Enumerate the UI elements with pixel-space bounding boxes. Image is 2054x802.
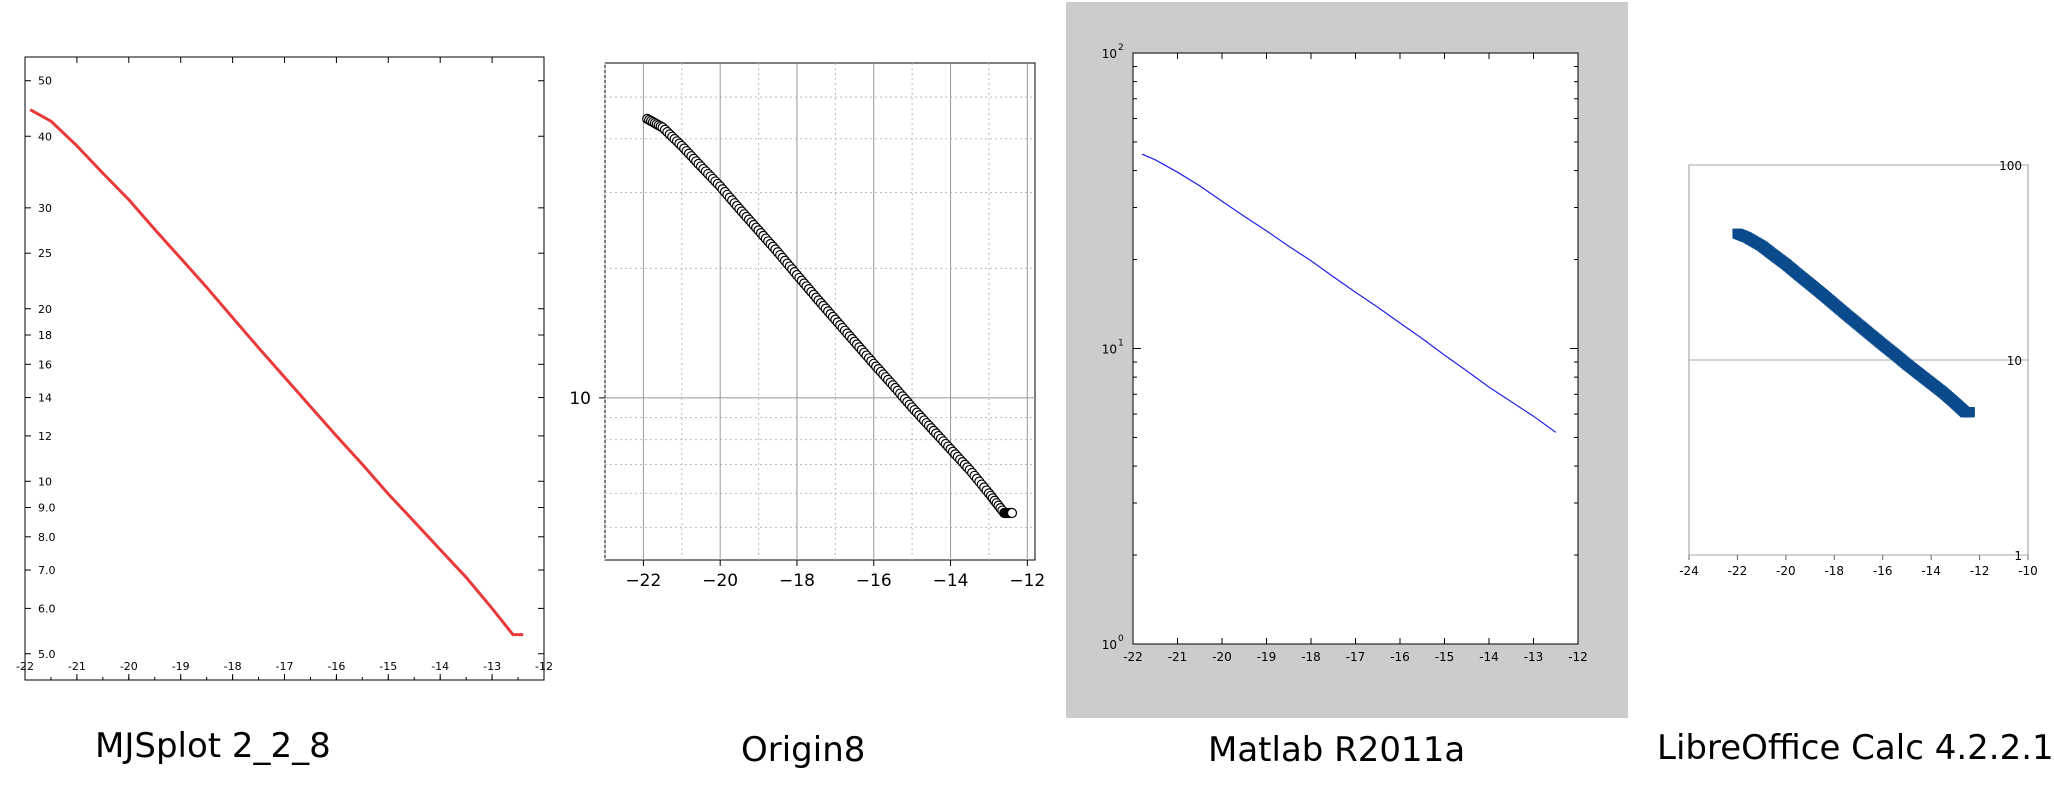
matlab-x-tick-label: -12: [1568, 650, 1588, 664]
caption-mjsplot: MJSplot 2_2_8: [95, 726, 331, 766]
matlab-x-tick-label: -22: [1123, 650, 1143, 664]
matlab-x-tick-label: -20: [1212, 650, 1232, 664]
matlab-x-tick-label: -17: [1346, 650, 1366, 664]
mjsplot-x-tick-label: -17: [276, 660, 294, 673]
mjsplot-y-tick-label: 6.0: [38, 602, 56, 615]
origin-x-tick-label: −22: [625, 571, 661, 591]
matlab-y-tick-exponent: 2: [1118, 43, 1124, 53]
origin-x-tick-label: −20: [702, 571, 738, 591]
mjsplot-y-tick-label: 16: [38, 358, 52, 371]
mjsplot-y-tick-label: 50: [38, 75, 52, 88]
mjsplot-y-tick-label: 5.0: [38, 648, 56, 661]
mjsplot-x-tick-label: -14: [431, 660, 449, 673]
tick-layer: [24, 52, 2029, 680]
libre-x-tick-label: -18: [1824, 564, 1844, 578]
matlab-y-tick-label: 10: [1102, 343, 1117, 357]
matlab-series-line: [1141, 153, 1557, 433]
origin-x-tick-label: −12: [1009, 571, 1045, 591]
mjsplot-x-tick-label: -18: [224, 660, 242, 673]
matlab-x-tick-label: -15: [1435, 650, 1455, 664]
mjsplot-y-tick-label: 12: [38, 430, 52, 443]
origin-y-tick-label: 10: [569, 389, 591, 409]
libre-y-tick-label: 10: [2007, 354, 2022, 368]
mjsplot-y-tick-label: 25: [38, 247, 52, 260]
caption-origin: Origin8: [741, 730, 866, 770]
data-layer: [29, 108, 1975, 637]
mjsplot-x-tick-label: -16: [327, 660, 345, 673]
libre-x-tick-label: -20: [1776, 564, 1796, 578]
origin-x-tick-label: −18: [779, 571, 815, 591]
origin-x-tick-label: −16: [856, 571, 892, 591]
mjsplot-y-tick-label: 18: [38, 329, 52, 342]
mjsplot-x-tick-label: -13: [483, 660, 501, 673]
libre-y-tick-label: 1: [2014, 549, 2022, 563]
mjsplot-y-tick-label: 7.0: [38, 564, 56, 577]
libre-y-tick-label: 100: [1999, 159, 2022, 173]
mjsplot-plot-frame: [24, 56, 545, 681]
matlab-y-tick-exponent: 1: [1118, 339, 1124, 349]
libre-x-tick-label: -22: [1728, 564, 1748, 578]
tick-label-layer: -22 -21 -20 -19 -18 -17 -16 -15 -14 -13 -12 5.0 6.0 7…: [16, 43, 2038, 673]
mjsplot-x-tick-label: -20: [120, 660, 138, 673]
libre-x-tick-label: -16: [1873, 564, 1893, 578]
matlab-y-tick-exponent: 0: [1118, 634, 1124, 644]
matlab-x-tick-label: -14: [1479, 650, 1499, 664]
mjsplot-series-line: [29, 108, 524, 637]
origin-data-point: [1006, 507, 1018, 519]
mjsplot-x-tick-label: -19: [172, 660, 190, 673]
mjsplot-y-tick-label: 9.0: [38, 501, 56, 514]
mjsplot-y-tick-label: 14: [38, 392, 52, 405]
mjsplot-x-tick-label: -21: [68, 660, 86, 673]
matlab-x-tick-label: -16: [1390, 650, 1410, 664]
mjsplot-y-tick-label: 8.0: [38, 531, 56, 544]
matlab-plot-frame: [1132, 52, 1579, 645]
caption-libre: LibreOffice Calc 4.2.2.1: [1657, 728, 2054, 768]
matlab-x-tick-label: -13: [1524, 650, 1544, 664]
libre-x-tick-label: -24: [1679, 564, 1699, 578]
mjsplot-x-tick-label: -12: [535, 660, 553, 673]
caption-matlab: Matlab R2011a: [1208, 730, 1466, 770]
matlab-x-tick-label: -21: [1168, 650, 1188, 664]
libre-x-tick-label: -10: [2018, 564, 2038, 578]
mjsplot-x-tick-label: -22: [16, 660, 34, 673]
mjsplot-y-tick-label: 10: [38, 475, 52, 488]
origin-x-tick-label: −14: [933, 571, 969, 591]
matlab-y-tick-label: 10: [1102, 47, 1117, 61]
libre-x-tick-label: -12: [1970, 564, 1990, 578]
matlab-x-tick-label: -18: [1301, 650, 1321, 664]
libre-x-tick-label: -14: [1921, 564, 1941, 578]
matlab-y-tick-label: 10: [1102, 638, 1117, 652]
libre-data-point: [1964, 407, 1975, 418]
mjsplot-y-tick-label: 30: [38, 202, 52, 215]
mjsplot-y-tick-label: 20: [38, 303, 52, 316]
mjsplot-x-tick-label: -15: [379, 660, 397, 673]
matlab-x-tick-label: -19: [1257, 650, 1277, 664]
mjsplot-y-tick-label: 40: [38, 130, 52, 143]
